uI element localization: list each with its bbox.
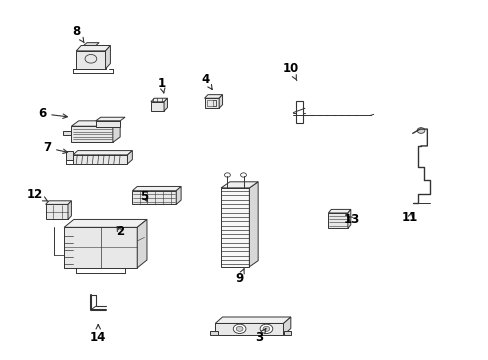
Text: 3: 3 (255, 328, 265, 344)
Polygon shape (113, 121, 120, 142)
Text: 14: 14 (90, 325, 106, 344)
Text: 12: 12 (27, 188, 48, 201)
Bar (213, 100, 216, 106)
Polygon shape (132, 186, 181, 191)
Polygon shape (64, 220, 147, 227)
Polygon shape (73, 155, 127, 164)
Text: 2: 2 (116, 225, 124, 238)
Text: 8: 8 (72, 25, 84, 43)
Circle shape (416, 128, 424, 134)
Polygon shape (221, 188, 249, 267)
Polygon shape (132, 191, 176, 204)
Text: 10: 10 (282, 62, 298, 81)
Polygon shape (249, 182, 258, 267)
Polygon shape (163, 98, 167, 111)
Text: 4: 4 (201, 73, 212, 89)
Circle shape (233, 324, 245, 333)
Polygon shape (283, 317, 290, 335)
Polygon shape (151, 102, 163, 111)
Polygon shape (76, 45, 110, 51)
Polygon shape (127, 150, 132, 164)
Polygon shape (204, 95, 222, 98)
Polygon shape (176, 186, 181, 204)
Circle shape (236, 326, 243, 331)
Polygon shape (328, 213, 347, 228)
Bar (295, 101, 302, 123)
Polygon shape (73, 150, 132, 155)
Polygon shape (210, 330, 217, 335)
Circle shape (260, 324, 272, 333)
Polygon shape (45, 201, 71, 204)
Polygon shape (65, 150, 73, 160)
Polygon shape (63, 131, 71, 135)
Text: 11: 11 (401, 211, 418, 224)
Polygon shape (204, 98, 219, 108)
Polygon shape (45, 204, 68, 220)
Polygon shape (221, 182, 258, 188)
Text: 6: 6 (38, 107, 67, 120)
Text: 7: 7 (43, 141, 67, 154)
Polygon shape (76, 51, 105, 69)
Text: 9: 9 (235, 269, 244, 285)
Polygon shape (96, 121, 120, 127)
Polygon shape (105, 45, 110, 69)
Circle shape (263, 326, 269, 331)
Polygon shape (137, 220, 147, 268)
Polygon shape (347, 210, 350, 228)
Polygon shape (151, 98, 167, 102)
Text: 1: 1 (157, 77, 165, 93)
Polygon shape (83, 42, 99, 45)
Text: 5: 5 (140, 190, 148, 203)
Polygon shape (96, 117, 125, 121)
Polygon shape (64, 227, 137, 268)
Polygon shape (219, 95, 222, 108)
Polygon shape (215, 323, 283, 335)
Polygon shape (283, 330, 290, 335)
Bar (207, 100, 216, 106)
Polygon shape (215, 317, 290, 323)
Polygon shape (71, 121, 120, 126)
Polygon shape (71, 126, 113, 142)
Polygon shape (328, 210, 350, 213)
Polygon shape (68, 201, 71, 220)
Text: 13: 13 (343, 213, 359, 226)
